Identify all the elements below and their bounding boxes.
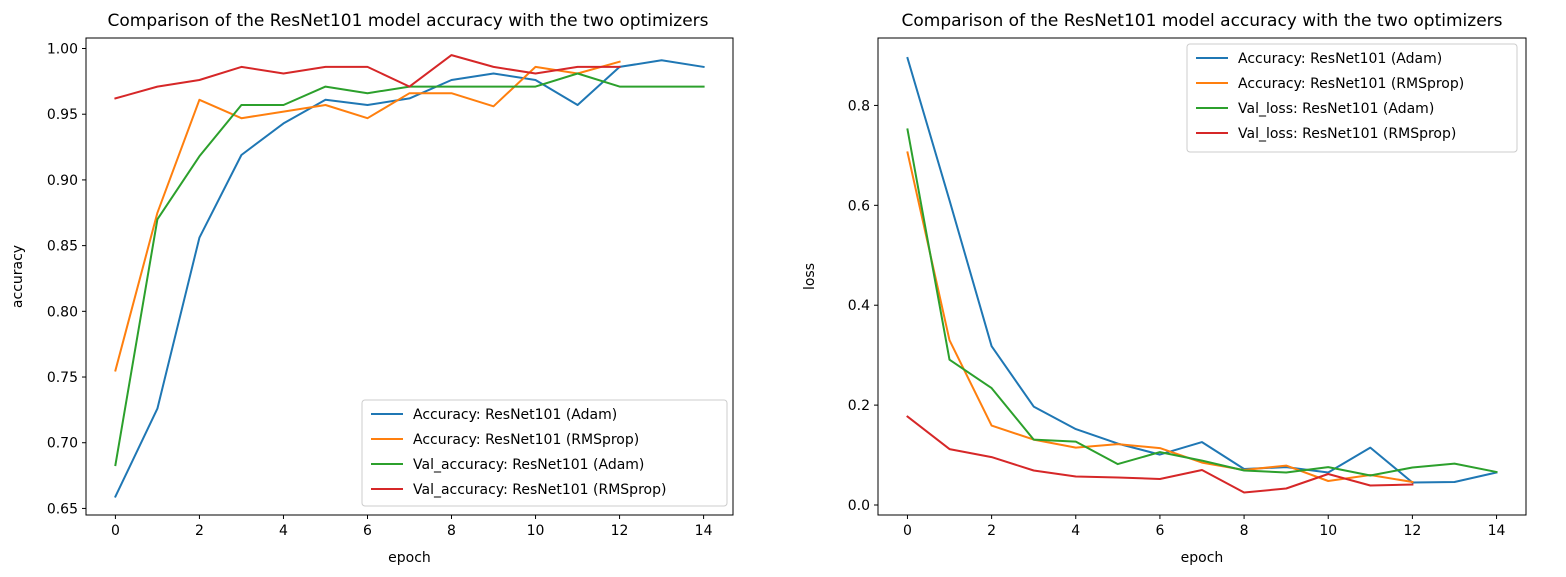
- y-tick-label: 0.75: [47, 370, 78, 386]
- legend-label: Accuracy: ResNet101 (RMSprop): [413, 432, 639, 448]
- x-tick-label: 12: [611, 523, 629, 539]
- y-tick-label: 1.00: [47, 42, 78, 58]
- accuracy-chart: Comparison of the ResNet101 model accura…: [10, 11, 734, 566]
- x-tick-label: 10: [527, 523, 545, 539]
- plot-frame: [877, 37, 1527, 516]
- series-line-1: [906, 151, 1414, 484]
- chart-title: Comparison of the ResNet101 model accura…: [107, 11, 708, 31]
- x-tick-label: 12: [1403, 523, 1421, 539]
- plot-frame: [85, 37, 734, 516]
- x-tick-label: 8: [447, 523, 456, 539]
- legend-label: Val_accuracy: ResNet101 (Adam): [413, 457, 644, 473]
- y-tick-label: 0.80: [47, 304, 78, 320]
- x-axis-label: epoch: [1181, 550, 1224, 566]
- x-tick-label: 2: [987, 523, 996, 539]
- series-line-1: [114, 60, 621, 372]
- x-tick-label: 14: [695, 523, 713, 539]
- y-tick-label: 0.85: [47, 239, 78, 255]
- x-tick-label: 4: [1071, 523, 1080, 539]
- y-axis-label: accuracy: [10, 245, 26, 308]
- legend-label: Val_loss: ResNet101 (RMSprop): [1238, 126, 1456, 142]
- y-tick-label: 0.90: [47, 173, 78, 189]
- y-tick-label: 0.95: [47, 107, 78, 123]
- x-tick-label: 8: [1240, 523, 1249, 539]
- legend-label: Val_accuracy: ResNet101 (RMSprop): [413, 482, 666, 498]
- x-axis-label: epoch: [388, 550, 431, 566]
- legend-label: Accuracy: ResNet101 (Adam): [1238, 51, 1442, 67]
- y-tick-label: 0.65: [47, 501, 78, 517]
- legend-label: Val_loss: ResNet101 (Adam): [1238, 101, 1434, 117]
- chart-title: Comparison of the ResNet101 model accura…: [901, 11, 1502, 31]
- legend-box: [1186, 43, 1518, 153]
- y-axis-label: loss: [802, 263, 818, 290]
- y-tick-label: 0.6: [848, 198, 870, 214]
- y-tick-label: 0.2: [848, 398, 870, 414]
- x-tick-label: 14: [1488, 523, 1506, 539]
- y-tick-label: 0.0: [848, 498, 870, 514]
- series-line-3: [114, 54, 621, 100]
- series-line-2: [906, 128, 1498, 477]
- legend-box: [361, 399, 728, 507]
- x-tick-label: 2: [195, 523, 204, 539]
- x-tick-label: 6: [363, 523, 372, 539]
- x-tick-label: 0: [111, 523, 120, 539]
- legend-label: Accuracy: ResNet101 (RMSprop): [1238, 76, 1464, 92]
- series-line-3: [906, 415, 1414, 494]
- loss-chart: Comparison of the ResNet101 model accura…: [802, 11, 1527, 566]
- x-tick-label: 0: [903, 523, 912, 539]
- x-tick-label: 4: [279, 523, 288, 539]
- y-tick-label: 0.8: [848, 98, 870, 114]
- y-tick-label: 0.70: [47, 436, 78, 452]
- x-tick-label: 6: [1155, 523, 1164, 539]
- series-line-0: [114, 59, 705, 498]
- y-tick-label: 0.4: [848, 298, 870, 314]
- x-tick-label: 10: [1319, 523, 1337, 539]
- legend-label: Accuracy: ResNet101 (Adam): [413, 407, 617, 423]
